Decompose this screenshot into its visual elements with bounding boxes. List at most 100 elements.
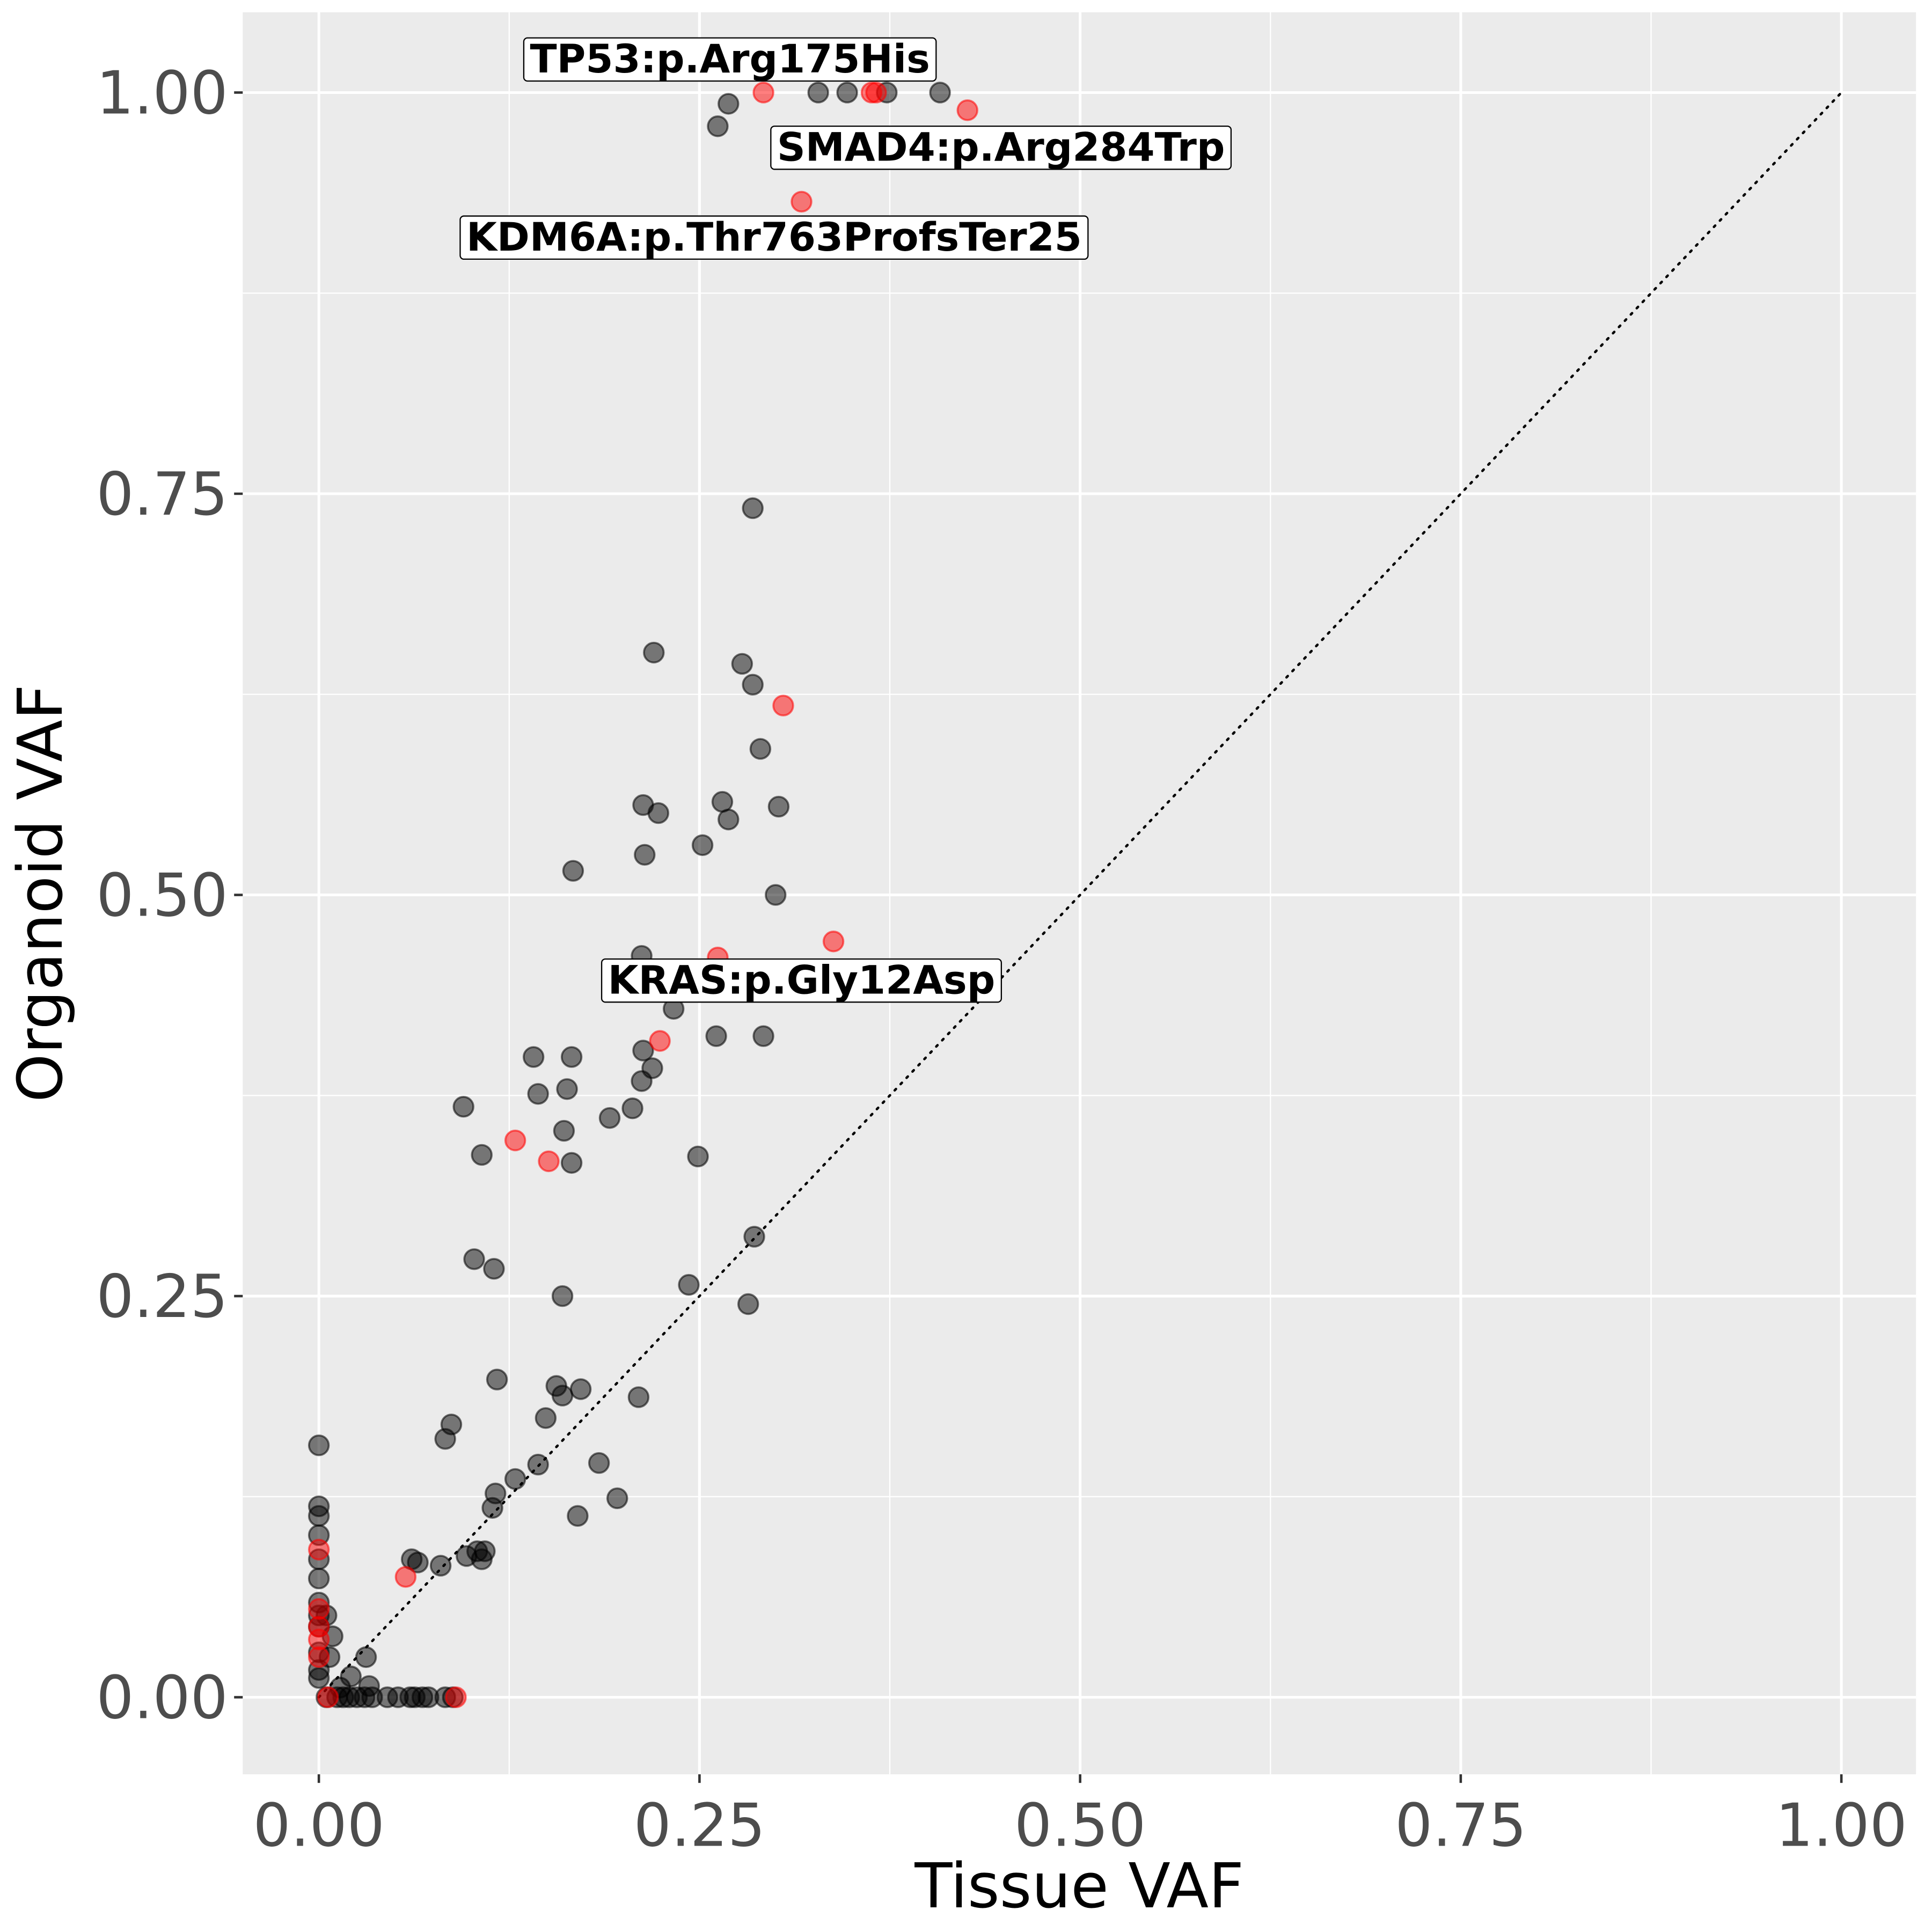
black-data-point — [929, 82, 951, 104]
x-tick-label: 0.25 — [634, 1791, 765, 1860]
black-data-point — [606, 1487, 628, 1510]
black-data-point — [742, 674, 764, 696]
black-data-point — [567, 1505, 589, 1527]
annotation-text: KDM6A:p.Thr763ProfsTer25 — [466, 215, 1082, 260]
y-tick-label: 0.25 — [96, 1262, 228, 1331]
y-tick-label: 0.50 — [96, 861, 228, 930]
black-data-point — [752, 1025, 774, 1047]
black-data-point — [551, 1385, 574, 1407]
annotation-box — [459, 215, 1089, 260]
black-data-point — [598, 1107, 621, 1129]
red-data-point — [445, 1686, 467, 1708]
black-data-point — [434, 1428, 456, 1450]
black-data-point — [742, 497, 764, 519]
black-data-point — [718, 93, 740, 115]
x-tick-label: 1.00 — [1775, 1791, 1907, 1860]
y-axis-ticks: 0.00 0.25 0.50 0.75 1.00 — [96, 58, 243, 1732]
black-data-point — [687, 1145, 709, 1168]
black-data-point — [627, 1386, 650, 1408]
red-data-point — [956, 99, 978, 121]
annotation-box — [601, 958, 1002, 1003]
black-data-point — [474, 1540, 496, 1562]
black-data-point — [560, 1152, 583, 1174]
black-data-point — [481, 1497, 503, 1519]
annotations: TP53:p.Arg175His SMAD4:p.Arg284Trp KDM6A:p… — [459, 36, 1232, 1003]
red-data-point — [308, 1539, 330, 1561]
y-tick-label: 1.00 — [96, 58, 228, 127]
black-data-point — [765, 884, 787, 906]
annotation-box — [523, 37, 937, 82]
red-data-point — [649, 1030, 671, 1052]
black-data-point — [749, 738, 772, 760]
black-data-point — [551, 1285, 574, 1307]
black-data-point — [836, 82, 858, 104]
black-data-point — [452, 1096, 474, 1118]
black-data-point — [522, 1046, 545, 1068]
black-data-point — [560, 1046, 583, 1068]
black-data-point — [743, 1226, 765, 1248]
black-data-point — [631, 1070, 653, 1092]
annotation-label: KDM6A:p.Thr763ProfsTer25 — [459, 215, 1089, 260]
annotation-box — [770, 125, 1232, 170]
black-data-point — [535, 1407, 557, 1429]
black-data-point — [504, 1468, 526, 1490]
x-axis-ticks: 0.00 0.25 0.50 0.75 1.00 — [253, 1774, 1907, 1860]
red-data-point — [394, 1566, 417, 1588]
black-data-point — [767, 795, 790, 818]
y-axis-title: Organoid VAF — [5, 684, 77, 1102]
annotation-text: SMAD4:p.Arg284Trp — [777, 125, 1225, 170]
black-data-point — [407, 1552, 429, 1574]
black-data-point — [553, 1119, 575, 1142]
x-axis-title: Tissue VAF — [914, 1850, 1244, 1922]
black-data-point — [483, 1258, 505, 1280]
red-data-point — [538, 1150, 560, 1173]
annotation-text: TP53:p.Arg175His — [530, 36, 930, 82]
black-data-point — [463, 1248, 485, 1270]
black-data-point — [707, 115, 729, 137]
black-data-point — [569, 1378, 592, 1400]
black-data-point — [691, 834, 714, 857]
annotation-label: TP53:p.Arg175His — [523, 36, 937, 82]
black-data-point — [737, 1293, 759, 1315]
black-data-point — [556, 1078, 578, 1100]
annotation-label: SMAD4:p.Arg284Trp — [770, 125, 1232, 170]
black-data-point — [527, 1083, 549, 1105]
black-data-point — [731, 653, 753, 675]
y-tick-label: 0.00 — [96, 1664, 228, 1732]
black-data-point — [678, 1274, 700, 1296]
red-data-point — [865, 82, 887, 104]
black-data-point — [308, 1505, 330, 1527]
black-data-point — [562, 860, 584, 882]
black-data-point — [355, 1646, 377, 1668]
annotation-text: KRAS:p.Gly12Asp — [608, 957, 996, 1003]
red-data-point — [504, 1129, 526, 1152]
grid-lines — [243, 12, 1916, 1775]
black-data-point — [308, 1667, 330, 1689]
black-data-point — [486, 1368, 508, 1391]
black-data-point — [718, 808, 740, 831]
x-tick-label: 0.75 — [1395, 1791, 1526, 1860]
red-data-point — [752, 82, 774, 104]
red-data-point — [791, 191, 813, 213]
black-data-point — [634, 844, 656, 866]
identity-reference-line — [317, 91, 1843, 1699]
black-data-point — [621, 1097, 643, 1119]
black-data-point — [429, 1555, 452, 1577]
black-data-point — [527, 1453, 549, 1476]
red-data-point — [317, 1686, 339, 1708]
black-data-point — [471, 1144, 493, 1166]
x-tick-label: 0.00 — [253, 1791, 384, 1860]
annotation-label: KRAS:p.Gly12Asp — [601, 957, 1002, 1003]
black-data-point — [588, 1452, 610, 1474]
y-tick-label: 0.75 — [96, 460, 228, 529]
black-data-point — [308, 1568, 330, 1590]
black-data-point — [632, 1040, 654, 1062]
black-data-point — [647, 802, 669, 824]
x-tick-label: 0.50 — [1014, 1791, 1146, 1860]
black-data-point — [705, 1025, 727, 1047]
black-data-point — [643, 641, 665, 664]
data-points — [308, 82, 978, 1708]
black-data-point — [807, 82, 829, 104]
red-data-point — [772, 694, 794, 716]
